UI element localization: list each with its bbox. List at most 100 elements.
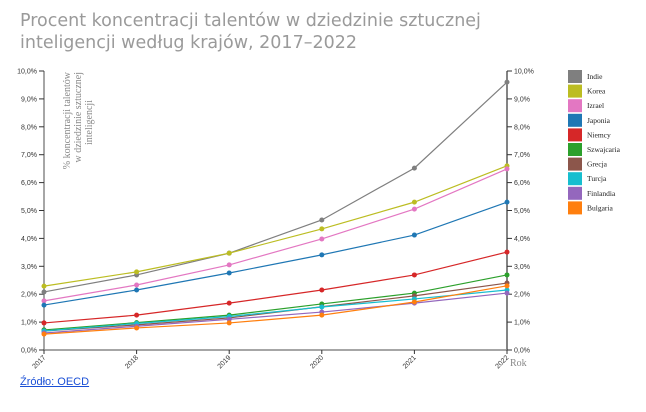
data-point[interactable] (134, 282, 140, 288)
series-japonia (41, 199, 510, 308)
data-point[interactable] (504, 290, 510, 296)
svg-text:4,0%: 4,0% (514, 236, 530, 243)
data-point[interactable] (319, 226, 325, 232)
svg-text:Korea: Korea (587, 87, 606, 96)
x-axis: 2017 2018 2019 2020 2021 2022 (31, 349, 510, 370)
data-point[interactable] (134, 325, 140, 331)
svg-text:2018: 2018 (124, 354, 140, 370)
series-turcja (41, 287, 510, 334)
series-izrael (41, 166, 510, 304)
svg-text:2020: 2020 (309, 354, 325, 370)
svg-text:2,0%: 2,0% (514, 292, 530, 299)
right-y-axis: 0,0% 1,0% 2,0% 3,0% 4,0% 5,0% 6,0% 7,0% 8,0% 9,0%… (506, 69, 534, 355)
data-point[interactable] (226, 320, 232, 326)
svg-text:8,0%: 8,0% (514, 124, 530, 131)
svg-text:8,0%: 8,0% (21, 124, 37, 131)
legend-item-indie[interactable]: Indie (568, 70, 603, 83)
data-point[interactable] (411, 232, 417, 238)
series-indie (41, 79, 510, 295)
svg-text:2021: 2021 (402, 354, 418, 370)
data-point[interactable] (226, 300, 232, 306)
legend-item-finlandia[interactable]: Finlandia (568, 186, 616, 200)
data-point[interactable] (319, 287, 325, 293)
data-point[interactable] (504, 166, 510, 172)
chart-title: Procent koncentracji talentów w dziedzin… (20, 11, 481, 53)
data-point[interactable] (226, 262, 232, 268)
svg-text:6,0%: 6,0% (21, 180, 37, 187)
data-point[interactable] (411, 199, 417, 205)
data-point[interactable] (41, 298, 47, 304)
svg-text:2022: 2022 (494, 354, 510, 370)
svg-text:3,0%: 3,0% (514, 264, 530, 271)
data-point[interactable] (319, 217, 325, 223)
data-point[interactable] (226, 316, 232, 322)
data-point[interactable] (504, 249, 510, 255)
data-point[interactable] (41, 283, 47, 289)
data-point[interactable] (41, 320, 47, 326)
data-point[interactable] (319, 304, 325, 310)
svg-text:7,0%: 7,0% (21, 152, 37, 159)
data-point[interactable] (134, 312, 140, 318)
y-axis-title: % koncentracji talentóww dziedzinie sztu… (62, 71, 95, 169)
legend: Indie Korea Izrael Japonia Niemcy Szwajcaria G… (568, 70, 621, 215)
x-axis-title: Rok (510, 358, 527, 369)
data-point[interactable] (319, 236, 325, 242)
svg-text:0,0%: 0,0% (21, 348, 37, 355)
data-point[interactable] (319, 312, 325, 318)
legend-item-japonia[interactable]: Japonia (568, 113, 611, 127)
svg-text:Finlandia: Finlandia (587, 189, 616, 198)
legend-item-szwajcaria[interactable]: Szwajcaria (568, 143, 621, 156)
data-point[interactable] (504, 79, 510, 85)
legend-item-turcja[interactable]: Turcja (568, 172, 607, 186)
source-link[interactable]: Źródło: OECD (20, 376, 90, 388)
legend-item-niemcy[interactable]: Niemcy (568, 128, 611, 142)
svg-text:Grecja: Grecja (587, 160, 608, 169)
data-point[interactable] (41, 302, 47, 308)
data-point[interactable] (319, 252, 325, 258)
data-point[interactable] (41, 289, 47, 295)
svg-text:6,0%: 6,0% (514, 180, 530, 187)
svg-text:2017: 2017 (31, 354, 47, 370)
data-point[interactable] (226, 270, 232, 276)
svg-text:9,0%: 9,0% (514, 96, 530, 103)
svg-text:9,0%: 9,0% (21, 96, 37, 103)
svg-text:1,0%: 1,0% (21, 320, 37, 327)
left-y-axis: 0,0% 1,0% 2,0% 3,0% 4,0% 5,0% 6,0% 7,0% 8,0% 9,0%… (17, 69, 45, 355)
svg-text:4,0%: 4,0% (21, 236, 37, 243)
svg-text:1,0%: 1,0% (514, 320, 530, 327)
svg-text:5,0%: 5,0% (21, 208, 37, 215)
svg-text:Turcja: Turcja (587, 174, 607, 183)
svg-text:3,0%: 3,0% (21, 264, 37, 271)
svg-text:Japonia: Japonia (587, 116, 611, 125)
svg-text:Szwajcaria: Szwajcaria (587, 145, 621, 154)
svg-text:Izrael: Izrael (587, 101, 604, 110)
data-point[interactable] (411, 206, 417, 212)
data-point[interactable] (411, 165, 417, 171)
data-point[interactable] (411, 299, 417, 305)
series-niemcy (41, 249, 510, 326)
data-point[interactable] (41, 331, 47, 337)
data-point[interactable] (134, 269, 140, 275)
series-bulgaria (41, 283, 510, 337)
data-point[interactable] (134, 287, 140, 293)
svg-text:5,0%: 5,0% (514, 208, 530, 215)
svg-text:2,0%: 2,0% (21, 292, 37, 299)
data-point[interactable] (504, 199, 510, 205)
svg-text:10,0%: 10,0% (17, 69, 37, 76)
svg-text:7,0%: 7,0% (514, 152, 530, 159)
data-point[interactable] (504, 283, 510, 289)
svg-text:2019: 2019 (217, 354, 233, 370)
data-point[interactable] (504, 272, 510, 278)
series-szwajcaria (41, 272, 510, 333)
legend-item-izrael[interactable]: Izrael (568, 99, 604, 113)
svg-text:Bulgaria: Bulgaria (587, 203, 613, 212)
legend-item-bulgaria[interactable]: Bulgaria (568, 201, 613, 215)
legend-item-korea[interactable]: Korea (568, 84, 606, 98)
data-point[interactable] (226, 250, 232, 256)
series-layer (41, 79, 510, 337)
svg-text:0,0%: 0,0% (514, 348, 530, 355)
data-point[interactable] (411, 272, 417, 278)
legend-item-grecja[interactable]: Grecja (568, 157, 608, 171)
svg-text:Niemcy: Niemcy (587, 130, 611, 139)
